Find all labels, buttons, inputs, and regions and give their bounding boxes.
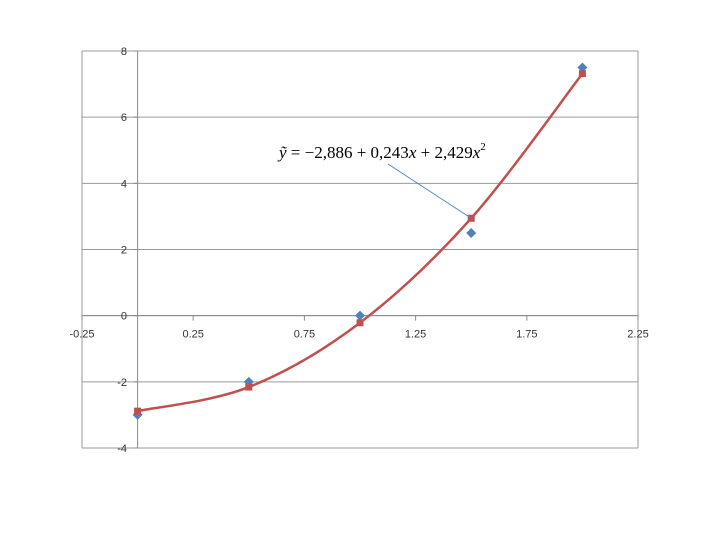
x-tick-label: 1.25 (405, 329, 426, 341)
eq-quadratic: + 2,429 (416, 143, 472, 162)
y-tick-label: 0 (121, 311, 127, 323)
x-tick-label: 0.75 (294, 329, 315, 341)
y-tick-label: 2 (121, 245, 127, 257)
x-tick-label: 1.75 (516, 329, 537, 341)
eq-exponent: 2 (480, 141, 486, 153)
observed-point (355, 310, 365, 321)
observed-point (577, 62, 588, 73)
fitted-point (245, 383, 253, 391)
annotation-arrow-line (387, 163, 472, 219)
y-tick-label: -2 (117, 377, 127, 389)
eq-x1: x (408, 143, 417, 162)
y-tick-label: -4 (117, 443, 127, 455)
series-layer (132, 62, 588, 420)
eq-lhs: ỹ (277, 143, 287, 162)
regression-equation: ỹ = −2,886 + 0,243x + 2,429x2 (277, 141, 486, 162)
y-tick-label: 4 (121, 178, 127, 190)
y-tick-labels: -4 -2 0 2 4 6 8 (117, 46, 127, 455)
fitted-curve (137, 72, 584, 413)
fitted-point (578, 70, 586, 78)
eq-x2: x (472, 143, 481, 162)
fitted-point (356, 319, 364, 327)
x-tick-label: 2.25 (627, 329, 648, 341)
axes (81, 50, 639, 449)
fitted-point (134, 407, 142, 415)
y-tick-label: 6 (121, 112, 127, 124)
observed-point (466, 227, 477, 238)
eq-constant: = −2,886 + 0,243 (287, 143, 409, 162)
equation-annotation: ỹ = −2,886 + 0,243x + 2,429x2 (277, 141, 486, 219)
x-tick-label: 0.25 (182, 329, 203, 341)
x-tick-label: -0.25 (69, 329, 94, 341)
y-tick-label: 8 (121, 46, 127, 58)
x-tick-labels: -0.25 0.25 0.75 1.25 1.75 2.25 (69, 329, 648, 341)
